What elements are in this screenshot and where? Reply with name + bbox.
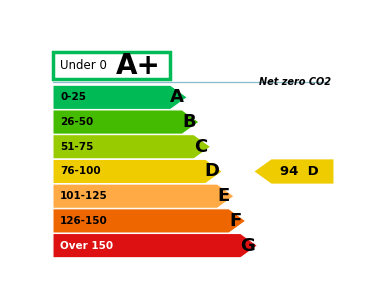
Text: 51-75: 51-75 xyxy=(60,142,93,152)
Polygon shape xyxy=(53,110,199,134)
Text: A+: A+ xyxy=(116,52,161,80)
Text: F: F xyxy=(230,212,242,230)
Text: A: A xyxy=(170,88,184,106)
Polygon shape xyxy=(53,184,234,208)
Text: C: C xyxy=(194,138,207,156)
Text: B: B xyxy=(182,113,196,131)
Text: E: E xyxy=(218,187,230,205)
Text: D: D xyxy=(205,163,220,181)
FancyBboxPatch shape xyxy=(53,52,170,79)
Text: 0-25: 0-25 xyxy=(60,92,86,102)
Polygon shape xyxy=(53,233,257,258)
Polygon shape xyxy=(53,209,246,233)
Text: 101-125: 101-125 xyxy=(60,191,108,201)
Text: Net zero CO2: Net zero CO2 xyxy=(259,77,331,87)
Polygon shape xyxy=(53,85,187,110)
Text: Over 150: Over 150 xyxy=(60,241,113,250)
Text: 26-50: 26-50 xyxy=(60,117,93,127)
Text: 126-150: 126-150 xyxy=(60,216,108,226)
Text: G: G xyxy=(240,237,255,255)
Text: Under 0: Under 0 xyxy=(60,59,107,72)
Text: 94  D: 94 D xyxy=(280,165,319,178)
Polygon shape xyxy=(53,159,222,184)
Polygon shape xyxy=(53,135,211,159)
Polygon shape xyxy=(254,159,333,184)
Text: 76-100: 76-100 xyxy=(60,167,101,176)
